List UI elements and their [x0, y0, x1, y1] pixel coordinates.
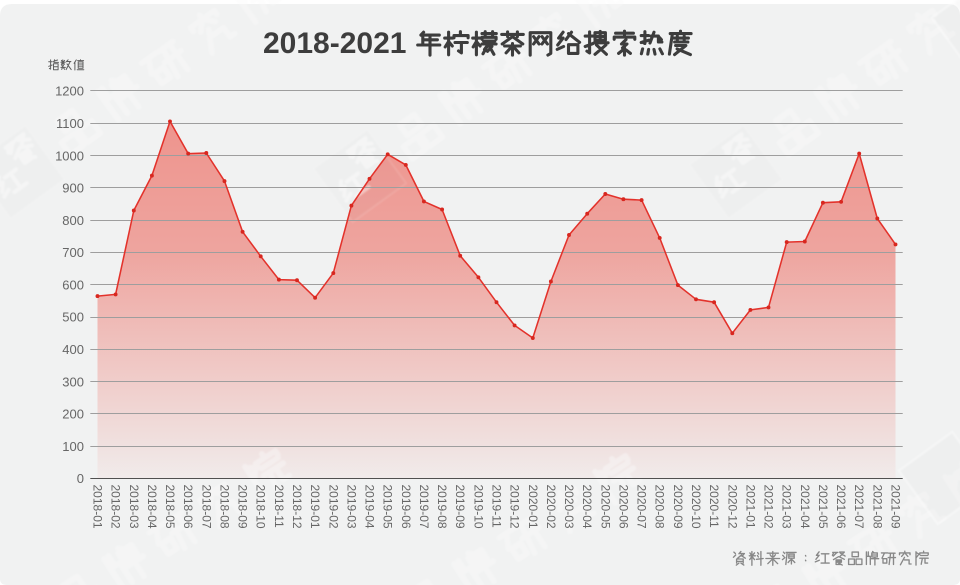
svg-text:2018-05: 2018-05 — [163, 485, 177, 529]
svg-text:2020-06: 2020-06 — [616, 485, 630, 529]
svg-text:2021-02: 2021-02 — [762, 485, 776, 529]
svg-text:2018-09: 2018-09 — [236, 485, 250, 529]
svg-text:2019-08: 2019-08 — [435, 485, 449, 529]
svg-text:2019-07: 2019-07 — [417, 485, 431, 529]
svg-text:2021-05: 2021-05 — [816, 485, 830, 529]
svg-text:2019-10: 2019-10 — [471, 485, 485, 529]
svg-text:2020-04: 2020-04 — [580, 485, 594, 529]
svg-text:2019-03: 2019-03 — [344, 485, 358, 529]
svg-text:2019-12: 2019-12 — [508, 485, 522, 529]
svg-text:2019-09: 2019-09 — [453, 485, 467, 529]
svg-text:2018-08: 2018-08 — [218, 485, 232, 529]
svg-text:400: 400 — [62, 342, 84, 357]
svg-text:2020-05: 2020-05 — [598, 485, 612, 529]
svg-text:2021-01: 2021-01 — [743, 485, 757, 529]
svg-text:2021-07: 2021-07 — [852, 485, 866, 529]
svg-text:300: 300 — [62, 374, 84, 389]
svg-text:2018-04: 2018-04 — [145, 485, 159, 529]
svg-text:500: 500 — [62, 310, 84, 325]
svg-text:2018-03: 2018-03 — [127, 485, 141, 529]
svg-text:0: 0 — [77, 471, 84, 486]
svg-text:800: 800 — [62, 213, 84, 228]
svg-text:2020-01: 2020-01 — [526, 485, 540, 529]
svg-text:2018-07: 2018-07 — [199, 485, 213, 529]
svg-text:2020-10: 2020-10 — [689, 485, 703, 529]
svg-text:2019-05: 2019-05 — [381, 485, 395, 529]
svg-text:1000: 1000 — [55, 148, 84, 163]
svg-text:2020-07: 2020-07 — [635, 485, 649, 529]
svg-text:2018-06: 2018-06 — [181, 485, 195, 529]
svg-text:2018-01: 2018-01 — [91, 485, 105, 529]
svg-text:2018-2021: 2018-2021 — [263, 27, 406, 60]
svg-text:2019-06: 2019-06 — [399, 485, 413, 529]
svg-text:2020-12: 2020-12 — [725, 485, 739, 529]
svg-text:2021-06: 2021-06 — [834, 485, 848, 529]
svg-text:2018-02: 2018-02 — [109, 485, 123, 529]
svg-text:900: 900 — [62, 181, 84, 196]
svg-text:2021-09: 2021-09 — [889, 485, 903, 529]
svg-text:2021-08: 2021-08 — [870, 485, 884, 529]
svg-text:2020-11: 2020-11 — [707, 485, 721, 528]
svg-text:1100: 1100 — [56, 116, 84, 131]
svg-text:2020-02: 2020-02 — [544, 485, 558, 529]
svg-text:2019-04: 2019-04 — [363, 485, 377, 529]
svg-text:2019-11: 2019-11 — [490, 485, 504, 528]
svg-text:2021-03: 2021-03 — [780, 485, 794, 529]
svg-text:2021-04: 2021-04 — [798, 485, 812, 529]
svg-text:2020-09: 2020-09 — [671, 485, 685, 529]
svg-text:1200: 1200 — [55, 84, 84, 99]
svg-text:2019-02: 2019-02 — [326, 485, 340, 529]
svg-text:2020-03: 2020-03 — [562, 485, 576, 529]
svg-text:2018-11: 2018-11 — [272, 485, 286, 528]
svg-text:2018-10: 2018-10 — [254, 485, 268, 529]
svg-text:700: 700 — [62, 245, 84, 260]
svg-text:2019-01: 2019-01 — [308, 485, 322, 529]
svg-text:2018-12: 2018-12 — [290, 485, 304, 529]
svg-text:100: 100 — [62, 439, 84, 454]
svg-text:2020-08: 2020-08 — [653, 485, 667, 529]
svg-text:200: 200 — [62, 407, 84, 422]
svg-text:600: 600 — [62, 277, 84, 292]
